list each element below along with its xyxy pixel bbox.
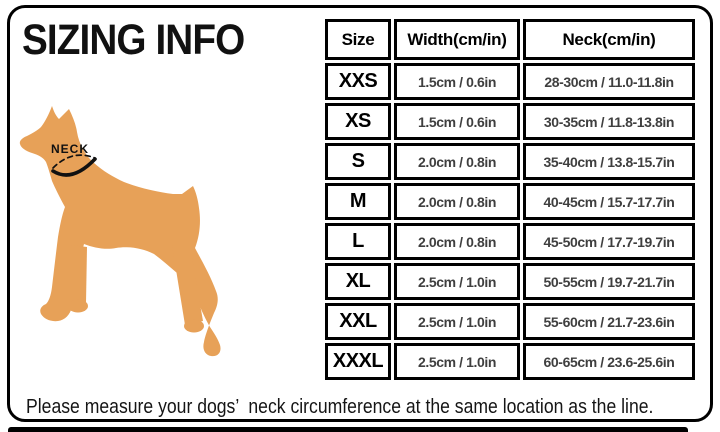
neck-cell: 28-30cm / 11.0-11.8in bbox=[523, 63, 695, 100]
dog-illustration: NECK bbox=[19, 106, 221, 357]
neck-cell: 30-35cm / 11.8-13.8in bbox=[523, 103, 695, 140]
table-row: XXS 1.5cm / 0.6in 28-30cm / 11.0-11.8in bbox=[325, 63, 695, 100]
header-row: Size Width(cm/in) Neck(cm/in) bbox=[325, 19, 695, 60]
dog-far-rear-paw bbox=[184, 319, 204, 333]
footer-note: Please measure your dogs’ neck circumfer… bbox=[26, 396, 654, 418]
header-neck: Neck(cm/in) bbox=[523, 19, 695, 60]
size-cell: XXXL bbox=[325, 343, 391, 380]
header-width: Width(cm/in) bbox=[394, 19, 520, 60]
width-cell: 1.5cm / 0.6in bbox=[394, 103, 520, 140]
table-row: XXL 2.5cm / 1.0in 55-60cm / 21.7-23.6in bbox=[325, 303, 695, 340]
dog-far-rear-leg bbox=[172, 245, 203, 325]
neck-cell: 55-60cm / 21.7-23.6in bbox=[523, 303, 695, 340]
neck-cell: 45-50cm / 17.7-19.7in bbox=[523, 223, 695, 260]
size-cell: S bbox=[325, 143, 391, 180]
width-cell: 2.5cm / 1.0in bbox=[394, 263, 520, 300]
header-size: Size bbox=[325, 19, 391, 60]
neck-label: NECK bbox=[51, 142, 89, 156]
dog-silhouette bbox=[19, 106, 221, 357]
size-cell: XXL bbox=[325, 303, 391, 340]
neck-cell: 40-45cm / 15.7-17.7in bbox=[523, 183, 695, 220]
table-row: XL 2.5cm / 1.0in 50-55cm / 19.7-21.7in bbox=[325, 263, 695, 300]
collar-solid-line bbox=[51, 157, 97, 177]
page-title: SIZING INFO bbox=[22, 16, 245, 64]
neck-cell: 50-55cm / 19.7-21.7in bbox=[523, 263, 695, 300]
width-cell: 2.0cm / 0.8in bbox=[394, 183, 520, 220]
table-body: XXS 1.5cm / 0.6in 28-30cm / 11.0-11.8in XS 1… bbox=[325, 63, 695, 380]
size-cell: M bbox=[325, 183, 391, 220]
width-cell: 2.0cm / 0.8in bbox=[394, 223, 520, 260]
table-row: XS 1.5cm / 0.6in 30-35cm / 11.8-13.8in bbox=[325, 103, 695, 140]
size-cell: XL bbox=[325, 263, 391, 300]
size-cell: L bbox=[325, 223, 391, 260]
width-cell: 2.5cm / 1.0in bbox=[394, 343, 520, 380]
sizing-table: Size Width(cm/in) Neck(cm/in) XXS 1.5cm /… bbox=[322, 16, 698, 383]
dog-far-front-leg bbox=[70, 245, 87, 303]
table-row: S 2.0cm / 0.8in 35-40cm / 13.8-15.7in bbox=[325, 143, 695, 180]
dog-far-front-paw bbox=[68, 299, 88, 313]
neck-cell: 35-40cm / 13.8-15.7in bbox=[523, 143, 695, 180]
table-row: M 2.0cm / 0.8in 40-45cm / 15.7-17.7in bbox=[325, 183, 695, 220]
card-border bbox=[7, 5, 713, 422]
table-row: L 2.0cm / 0.8in 45-50cm / 17.7-19.7in bbox=[325, 223, 695, 260]
size-cell: XXS bbox=[325, 63, 391, 100]
bottom-divider-bar bbox=[8, 427, 688, 432]
collar-dashed-line bbox=[52, 154, 96, 169]
size-cell: XS bbox=[325, 103, 391, 140]
width-cell: 2.0cm / 0.8in bbox=[394, 143, 520, 180]
width-cell: 1.5cm / 0.6in bbox=[394, 63, 520, 100]
width-cell: 2.5cm / 1.0in bbox=[394, 303, 520, 340]
table-row: XXXL 2.5cm / 1.0in 60-65cm / 23.6-25.6in bbox=[325, 343, 695, 380]
neck-cell: 60-65cm / 23.6-25.6in bbox=[523, 343, 695, 380]
